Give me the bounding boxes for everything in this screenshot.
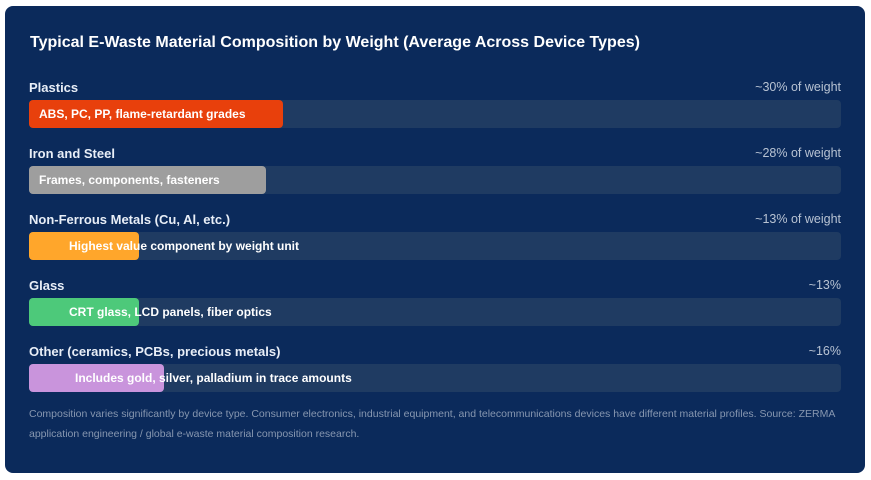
bar-annotation: Includes gold, silver, palladium in trac…	[75, 371, 352, 385]
category-label: Non-Ferrous Metals (Cu, Al, etc.)	[29, 211, 231, 227]
bar-track: Highest value component by weight unit	[29, 232, 841, 260]
footnote: Composition varies significantly by devi…	[29, 408, 835, 440]
bar-row-header: Non-Ferrous Metals (Cu, Al, etc.) ~13% of…	[29, 208, 841, 230]
value-label: ~30% of weight	[755, 80, 841, 94]
bar-row: Plastics ~30% of weight ABS, PC, PP, flame…	[29, 76, 841, 142]
value-label: ~13% of weight	[755, 212, 841, 226]
bar-annotation: Frames, components, fasteners	[39, 173, 220, 187]
bar-track: ABS, PC, PP, flame-retardant grades	[29, 100, 841, 128]
bar	[29, 298, 139, 326]
bar-annotation: Highest value component by weight unit	[69, 239, 300, 253]
value-label: ~13%	[808, 278, 841, 292]
category-label: Plastics	[29, 79, 79, 95]
category-label: Iron and Steel	[29, 145, 115, 161]
bar-row-header: Plastics ~30% of weight	[29, 76, 841, 98]
bar-row-header: Other (ceramics, PCBs, precious metals) ~…	[29, 340, 841, 362]
bar-row: Other (ceramics, PCBs, precious metals) ~…	[29, 340, 841, 406]
value-label: ~28% of weight	[755, 146, 841, 160]
bar-track: CRT glass, LCD panels, fiber optics	[29, 298, 841, 326]
chart-title: Typical E-Waste Material Composition by …	[30, 34, 640, 51]
bar	[29, 100, 283, 128]
chart-card: Typical E-Waste Material Composition by …	[5, 6, 865, 473]
value-label: ~16%	[808, 344, 841, 358]
bar-row-header: Glass ~13%	[29, 274, 841, 296]
bar-rows: Plastics ~30% of weight ABS, PC, PP, flame…	[29, 76, 841, 406]
bar	[29, 364, 164, 392]
category-label: Glass	[29, 277, 65, 293]
category-label: Other (ceramics, PCBs, precious metals)	[29, 343, 281, 359]
bar-row-header: Iron and Steel ~28% of weight	[29, 142, 841, 164]
bar-row: Non-Ferrous Metals (Cu, Al, etc.) ~13% of…	[29, 208, 841, 274]
bar-annotation: CRT glass, LCD panels, fiber optics	[69, 305, 272, 319]
bar	[29, 166, 266, 194]
bar-annotation: ABS, PC, PP, flame-retardant grades	[39, 107, 246, 121]
bar-track: Frames, components, fasteners	[29, 166, 841, 194]
bar-row: Glass ~13% CRT glass, LCD panels, fiber op…	[29, 274, 841, 340]
bar-track: Includes gold, silver, palladium in trac…	[29, 364, 841, 392]
bar	[29, 232, 139, 260]
bar-row: Iron and Steel ~28% of weight Frames, comp…	[29, 142, 841, 208]
